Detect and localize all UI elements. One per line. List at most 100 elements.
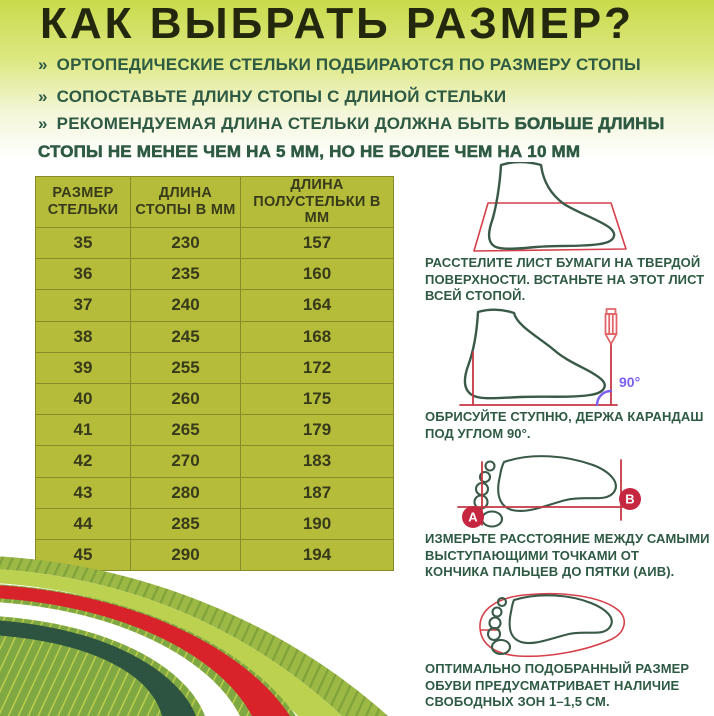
bullet-list: » ОРТОПЕДИЧЕСКИЕ СТЕЛЬКИ ПОДБИРАЮТСЯ ПО … [38, 52, 698, 162]
header-half-insole-length: ДЛИНА ПОЛУСТЕЛЬКИ В ММ [240, 175, 394, 229]
table-cell: 280 [130, 476, 241, 509]
pencil-icon [604, 308, 618, 345]
footprint-icon [486, 594, 613, 656]
footprint-icon [473, 455, 617, 528]
caption-line: РАССТЕЛИТЕ ЛИСТ БУМАГИ НА ТВЕРДОЙ [425, 255, 701, 270]
table-cell: 285 [130, 507, 241, 540]
table-cell: 190 [240, 507, 394, 540]
table-cell: 37 [35, 289, 131, 322]
foot-profile-icon [487, 162, 616, 250]
point-b-label: В [625, 492, 634, 507]
table-cell: 179 [240, 414, 394, 447]
table-row: 38 245 168 [35, 320, 394, 353]
caption-line: ВЫСТУПАЮЩИМИ ТОЧКАМИ ОТ [425, 547, 640, 563]
bullet-item-1: » ОРТОПЕДИЧЕСКИЕ СТЕЛЬКИ ПОДБИРАЮТСЯ ПО … [38, 55, 698, 75]
table-header-row: РАЗМЕР СТЕЛЬКИ ДЛИНА СТОПЫ В ММ ДЛИНА ПО… [35, 175, 394, 229]
step4-caption: ОПТИМАЛЬНО ПОДОБРАННЫЙ РАЗМЕР ОБУВИ ПРЕД… [425, 661, 710, 711]
size-table-body: 35 230 157 36 235 160 37 240 164 38 245 168 39 255 172… [35, 227, 394, 572]
table-cell: 40 [35, 382, 131, 416]
wave-white-band [0, 602, 240, 716]
table-cell: 39 [35, 351, 131, 384]
caption-line: ИЗМЕРЬТЕ РАССТОЯНИЕ МЕЖДУ САМЫМИ [425, 531, 710, 546]
size-table: РАЗМЕР СТЕЛЬКИ ДЛИНА СТОПЫ В ММ ДЛИНА ПО… [35, 175, 394, 572]
table-cell: 187 [240, 476, 394, 509]
foot-on-paper-illustration [473, 162, 627, 252]
bullet-text: ОРТОПЕДИЧЕСКИЕ СТЕЛЬКИ ПОДБИРАЮТСЯ ПО РА… [56, 55, 641, 74]
caption-line: КОНЧИКА ПАЛЬЦЕВ ДО ПЯТКИ (АИВ). [425, 564, 675, 579]
header-foot-length: ДЛИНА СТОПЫ В ММ [130, 175, 241, 229]
decorative-waves [0, 556, 388, 716]
foot-profile-icon [463, 308, 606, 400]
table-cell: 255 [130, 351, 241, 384]
table-cell: 43 [35, 476, 131, 509]
table-row: 39 255 172 [35, 351, 394, 384]
table-row: 43 280 187 [35, 476, 394, 509]
caption-line: ПОД УГЛОМ 90°. [425, 425, 531, 441]
table-cell: 240 [130, 289, 241, 322]
table-cell: 44 [35, 507, 131, 540]
point-a-badge [462, 506, 484, 528]
bullet-text-bold: БОЛЬШЕ ДЛИНЫ [514, 114, 665, 134]
caption-line: СВОБОДНЫХ ЗОН 1–1,5 СМ. [425, 694, 610, 709]
table-row: 35 230 157 [35, 227, 394, 260]
table-row: 44 285 190 [35, 507, 394, 540]
step1-caption: РАССТЕЛИТЕ ЛИСТ БУМАГИ НА ТВЕРДОЙ ПОВЕРХ… [425, 255, 710, 305]
table-cell: 245 [130, 320, 241, 353]
bullet-text: СОПОСТАВЬТЕ ДЛИНУ СТОПЫ С ДЛИНОЙ СТЕЛЬКИ [56, 87, 507, 106]
caption-line: ВСЕЙ СТОПОЙ. [425, 288, 526, 303]
wave-red-band [0, 585, 290, 716]
table-cell: 194 [240, 538, 394, 572]
wave-yellow-band [0, 569, 342, 716]
chevron-marker: » [38, 87, 48, 106]
caption-line: ОБРИСУЙТЕ СТУПНЮ, ДЕРЖА КАРАНДАШ [425, 409, 704, 424]
header-insole-size: РАЗМЕР СТЕЛЬКИ [35, 175, 131, 229]
point-a-label: А [468, 510, 478, 525]
table-cell: 38 [35, 320, 131, 353]
insole-fit-illustration [479, 592, 625, 658]
angle-label: 90° [619, 374, 640, 390]
wave-dark-band [0, 620, 196, 716]
table-row: 42 270 183 [35, 445, 394, 478]
table-cell: 183 [240, 445, 394, 478]
caption-line: ОБУВИ ПРЕДУСМАТРИВАЕТ НАЛИЧИЕ [425, 677, 680, 693]
point-b-badge [619, 488, 641, 510]
table-row: 41 265 179 [35, 414, 394, 447]
bullet-text: РЕКОМЕНДУЕМАЯ ДЛИНА СТЕЛЬКИ ДОЛЖНА БЫТЬ … [57, 114, 665, 134]
table-cell: 230 [130, 227, 241, 260]
table-cell: 172 [240, 351, 394, 384]
page-title: КАК ВЫБРАТЬ РАЗМЕР? [40, 0, 635, 48]
insole-outline-icon [479, 592, 625, 658]
table-cell: 168 [240, 320, 394, 353]
paper-sheet-icon [473, 202, 627, 252]
table-cell: 164 [240, 289, 394, 322]
wave-outer-band [0, 556, 388, 716]
trace-foot-illustration: 90° [459, 308, 640, 407]
table-cell: 157 [240, 227, 394, 260]
bullet-text-normal: РЕКОМЕНДУЕМАЯ ДЛИНА СТЕЛЬКИ ДОЛЖНА БЫТЬ [56, 114, 515, 133]
bullet-item-2: » СОПОСТАВЬТЕ ДЛИНУ СТОПЫ С ДЛИНОЙ СТЕЛЬ… [38, 87, 698, 107]
bullet-item-3-line2: СТОПЫ НЕ МЕНЕЕ ЧЕМ НА 5 ММ, НО НЕ БОЛЕЕ … [38, 142, 581, 162]
table-cell: 270 [130, 445, 241, 478]
bullet-item-3: » РЕКОМЕНДУЕМАЯ ДЛИНА СТЕЛЬКИ ДОЛЖНА БЫТ… [38, 114, 698, 134]
table-row: 40 260 175 [35, 382, 394, 416]
caption-line: ОПТИМАЛЬНО ПОДОБРАННЫЙ РАЗМЕР [425, 661, 690, 676]
table-cell: 41 [35, 414, 131, 447]
step2-caption: ОБРИСУЙТЕ СТУПНЮ, ДЕРЖА КАРАНДАШ ПОД УГЛ… [425, 409, 710, 442]
chevron-marker: » [38, 55, 48, 74]
angle-arc-icon [595, 389, 613, 407]
table-cell: 160 [240, 258, 394, 291]
table-cell: 290 [130, 538, 241, 572]
measure-footprint-illustration: А В [457, 455, 641, 528]
table-cell: 35 [35, 227, 131, 260]
step3-caption: ИЗМЕРЬТЕ РАССТОЯНИЕ МЕЖДУ САМЫМИ ВЫСТУПА… [425, 531, 710, 581]
caption-line: ПОВЕРХНОСТИ. ВСТАНЬТЕ НА ЭТОТ ЛИСТ [425, 271, 705, 287]
header-gradient [0, 0, 714, 160]
table-cell: 235 [130, 258, 241, 291]
table-row: 37 240 164 [35, 289, 394, 322]
table-cell: 175 [240, 382, 394, 416]
table-cell: 42 [35, 445, 131, 478]
table-cell: 36 [35, 258, 131, 291]
table-row: 36 235 160 [35, 258, 394, 291]
chevron-marker: » [38, 114, 48, 133]
